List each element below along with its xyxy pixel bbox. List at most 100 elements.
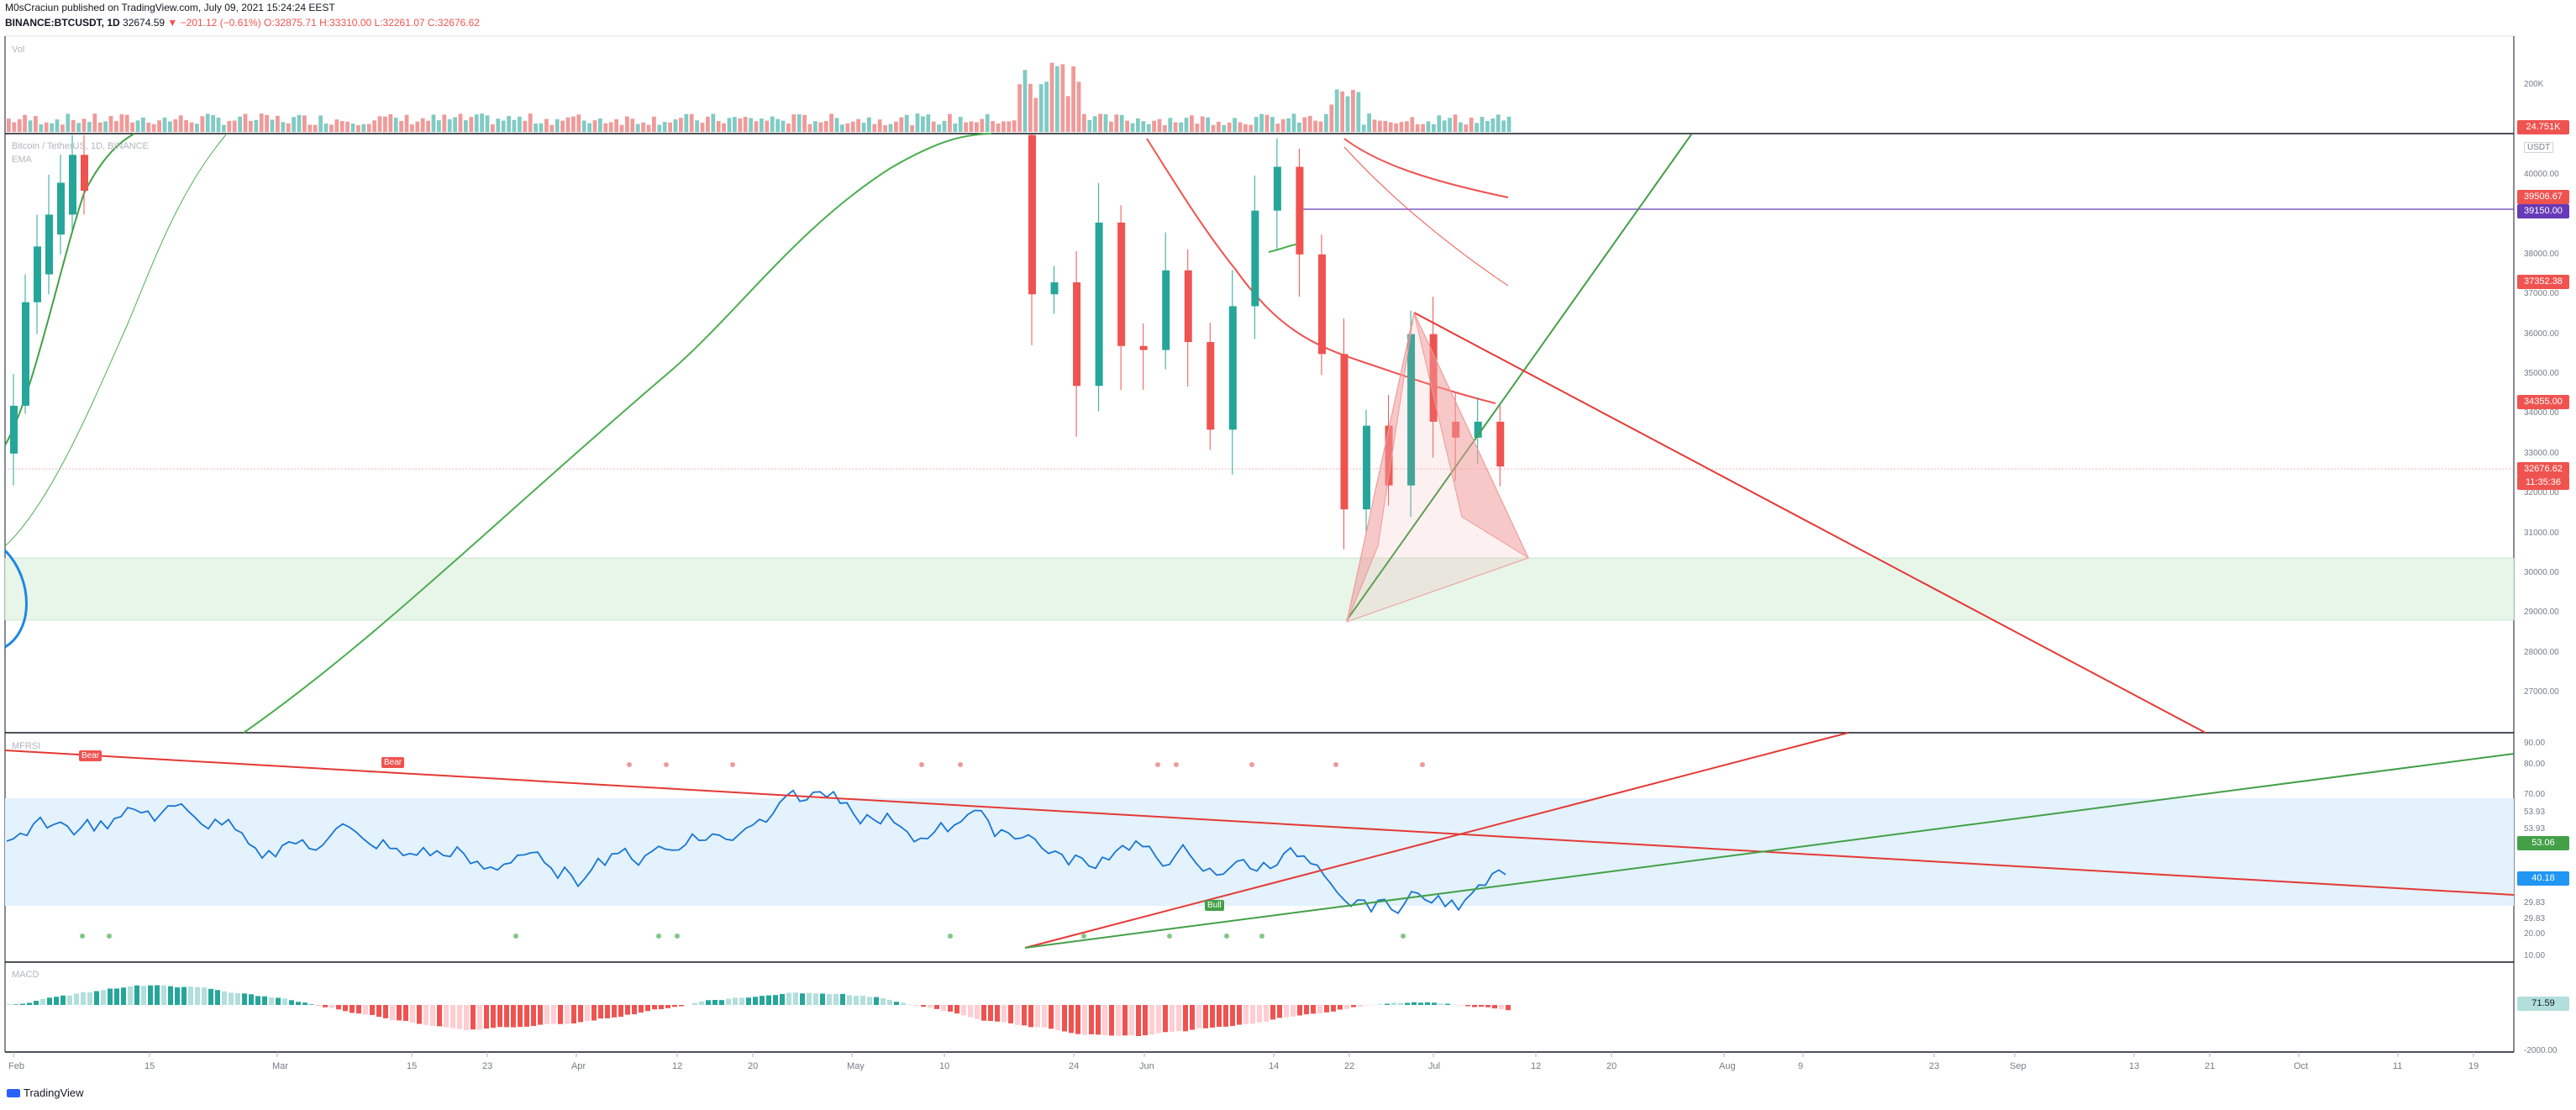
bear-signal-1: Bear: [79, 750, 103, 761]
volume-bar: [754, 121, 759, 132]
volume-bar: [270, 119, 275, 132]
macd-bar: [840, 993, 845, 1005]
macd-bar: [296, 1002, 301, 1005]
volume-bar: [975, 122, 979, 132]
macd-bar: [1136, 1005, 1141, 1037]
rsi-tick-label: 20.00: [2524, 929, 2546, 939]
macd-bar: [1096, 1005, 1101, 1035]
volume-bar: [1490, 118, 1496, 132]
volume-bar: [345, 121, 350, 132]
volume-bar: [1163, 124, 1167, 132]
macd-histogram: [7, 985, 1511, 1037]
volume-bar: [996, 123, 1001, 132]
macd-bar: [1143, 1005, 1148, 1036]
volume-bar: [1340, 91, 1344, 132]
macd-bar: [437, 1005, 442, 1027]
volume-bar: [17, 118, 22, 132]
vol-pane-label: Vol: [12, 45, 25, 55]
support-zone: [4, 557, 2515, 621]
volume-bar: [1421, 124, 1425, 132]
volume-bar: [544, 118, 549, 132]
candle-body: [1474, 421, 1482, 438]
volume-bar: [1055, 66, 1059, 132]
candle-body: [1139, 345, 1148, 350]
macd-bar: [1344, 1005, 1349, 1009]
volume-bar: [388, 113, 393, 132]
macd-bar: [1412, 1002, 1417, 1005]
volume-bar: [1437, 115, 1442, 132]
tradingview-logo[interactable]: TradingView: [7, 1086, 84, 1099]
rsi-tick-label: 29.83: [2524, 914, 2546, 923]
price-tick-label: 29000.00: [2524, 608, 2559, 618]
macd-bar: [531, 1005, 536, 1027]
volume-bar: [1007, 121, 1012, 132]
macd-bar: [94, 991, 99, 1005]
volume-bar: [915, 113, 920, 132]
volume-bar: [722, 123, 726, 132]
brand-text: TradingView: [24, 1086, 84, 1099]
rsi-polyline: [6, 789, 1506, 914]
trendline-green-main: [1346, 134, 1692, 621]
volume-bar: [1259, 113, 1264, 132]
volume-bar: [103, 121, 108, 132]
volume-bar: [34, 116, 38, 132]
volume-bar: [614, 118, 618, 132]
volume-bar: [1405, 121, 1409, 132]
macd-bar: [34, 1001, 39, 1005]
high-value: H:33310.00: [319, 17, 372, 29]
date-tick-label: 13: [2129, 1061, 2140, 1071]
symbol[interactable]: BINANCE:BTCUSDT, 1D: [5, 17, 120, 29]
volume-bar: [1103, 113, 1108, 132]
volume-bar: [469, 117, 474, 132]
volume-bar: [1506, 116, 1511, 132]
volume-bar: [770, 116, 775, 132]
volume-bar: [1087, 119, 1092, 132]
rsi-tick-label: 53.93: [2524, 824, 2546, 834]
date-tick-label: Aug: [1719, 1061, 1736, 1071]
macd-bar: [1304, 1005, 1309, 1015]
volume-bar: [1243, 124, 1248, 132]
macd-bar: [565, 1005, 570, 1024]
volume-bar: [646, 124, 651, 132]
volume-bar: [845, 123, 850, 132]
price-tick-label: 36000.00: [2524, 329, 2559, 339]
rsi-band: [5, 798, 2514, 906]
macd-bar: [981, 1005, 986, 1021]
volume-bar: [1211, 124, 1216, 132]
candle-body: [1296, 166, 1304, 255]
volume-bar: [534, 123, 538, 132]
macd-bar: [1284, 1005, 1289, 1018]
macd-bar: [1109, 1005, 1114, 1036]
rsi-tick-label: 29.83: [2524, 898, 2546, 907]
volume-bar: [512, 119, 517, 132]
volume-bar: [276, 115, 280, 132]
volume-bar: [1399, 122, 1404, 132]
volume-bar: [657, 124, 662, 132]
volume-bar: [173, 119, 178, 132]
volume-bar: [555, 118, 560, 132]
macd-bar: [491, 1005, 496, 1028]
rsi-tick-label: 70.00: [2524, 790, 2546, 799]
macd-bar: [363, 1005, 368, 1015]
volume-bar: [383, 116, 387, 132]
macd-bar: [504, 1005, 509, 1028]
macd-bar: [168, 986, 173, 1005]
macd-bar: [403, 1005, 408, 1021]
volume-bar: [565, 117, 570, 132]
macd-bar: [484, 1005, 489, 1029]
date-tick-label: Oct: [2294, 1061, 2309, 1071]
volume-bar: [372, 120, 376, 132]
macd-bar: [1324, 1005, 1329, 1013]
macd-bar: [1163, 1005, 1168, 1033]
macd-bar: [605, 1005, 610, 1018]
volume-bar: [399, 120, 403, 132]
macd-bar: [712, 999, 718, 1005]
macd-bar: [1008, 1005, 1013, 1023]
volume-bar: [1442, 120, 1447, 132]
macd-bar: [874, 997, 879, 1005]
macd-bar: [1291, 1005, 1296, 1017]
bull-dot: [675, 934, 680, 939]
volume-bar: [1318, 121, 1323, 132]
price-tick-label: 31000.00: [2524, 528, 2559, 538]
